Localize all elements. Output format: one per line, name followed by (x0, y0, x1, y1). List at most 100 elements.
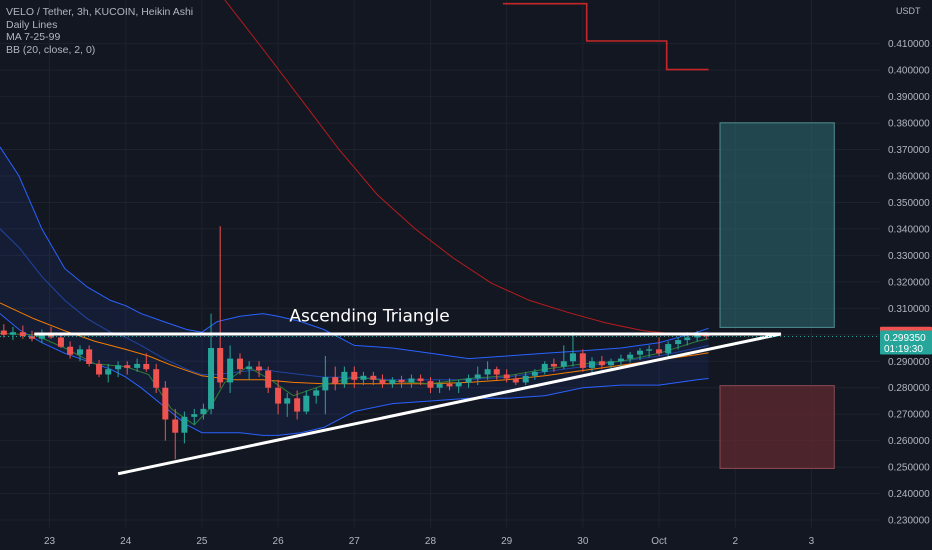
price-tick-label: 0.310000 (888, 304, 930, 315)
candle-body[interactable] (237, 358, 243, 370)
candle-body[interactable] (143, 363, 150, 370)
candle-body[interactable] (370, 375, 377, 380)
candle-body[interactable] (598, 361, 605, 366)
candle-body[interactable] (284, 398, 291, 404)
candle-body[interactable] (275, 387, 282, 404)
candle-body[interactable] (455, 382, 462, 387)
candle-body[interactable] (675, 340, 682, 345)
price-tag-last[interactable] (880, 330, 932, 355)
candle-body[interactable] (200, 408, 207, 415)
price-tick-label: 0.240000 (888, 489, 930, 500)
candle-body[interactable] (379, 379, 386, 384)
candle-body[interactable] (162, 387, 169, 420)
candle-body[interactable] (427, 381, 434, 388)
price-tick-label: 0.320000 (888, 277, 930, 288)
candle-body[interactable] (191, 414, 198, 417)
candle-body[interactable] (484, 369, 491, 375)
candle-body[interactable] (67, 346, 74, 355)
candle-body[interactable] (512, 378, 519, 383)
stop-zone-box[interactable] (719, 385, 835, 469)
daily-line (502, 2, 709, 71)
candle-body[interactable] (77, 349, 83, 355)
candle-body[interactable] (0, 330, 7, 335)
candle-body[interactable] (313, 390, 320, 396)
candle-body[interactable] (694, 334, 701, 338)
candle-body[interactable] (227, 358, 234, 383)
candle-body[interactable] (246, 366, 253, 370)
time-axis[interactable]: 23 24 25 26 27 28 29 30 Oct 2 3 (0, 528, 880, 550)
candle-body[interactable] (57, 337, 64, 347)
candle-body[interactable] (96, 363, 103, 375)
candle-body[interactable] (617, 358, 624, 362)
candle-body[interactable] (608, 361, 615, 366)
candle-body[interactable] (646, 349, 653, 351)
candle-body[interactable] (550, 363, 557, 367)
price-tick-label: 0.380000 (888, 119, 930, 130)
candle-body[interactable] (541, 363, 548, 372)
candle-body[interactable] (398, 379, 405, 383)
candle-body[interactable] (579, 353, 586, 368)
candle-body[interactable] (332, 377, 339, 384)
candle-body[interactable] (172, 419, 179, 433)
candle-body[interactable] (522, 375, 529, 383)
price-tick-label: 0.330000 (888, 251, 930, 262)
candle-body[interactable] (38, 333, 45, 339)
candle-body[interactable] (389, 379, 396, 384)
candle-body[interactable] (408, 378, 415, 383)
candle-body[interactable] (341, 371, 348, 384)
candle-body[interactable] (124, 365, 131, 368)
candle-body[interactable] (474, 374, 481, 379)
candle-body[interactable] (208, 348, 215, 409)
target-zone-box[interactable] (719, 122, 835, 328)
candle-body[interactable] (29, 336, 35, 339)
time-tick-label: 26 (273, 536, 285, 547)
candle-body[interactable] (656, 349, 663, 354)
candle-body[interactable] (465, 378, 472, 383)
candle-body[interactable] (115, 365, 122, 370)
candle-body[interactable] (153, 369, 160, 388)
price-tick-label: 0.410000 (888, 39, 930, 50)
candle-body[interactable] (589, 361, 595, 368)
price-tag-last-text: 0.299350 (884, 333, 926, 344)
candle-body[interactable] (105, 369, 112, 375)
candle-body[interactable] (637, 350, 643, 355)
candle-body[interactable] (303, 395, 310, 412)
indicator-daily-lines[interactable]: Daily Lines (6, 18, 58, 31)
indicator-ma[interactable]: MA 7-25-99 (6, 31, 61, 43)
candle-body[interactable] (9, 332, 16, 335)
candle-body[interactable] (134, 363, 141, 368)
candle-body[interactable] (627, 354, 634, 359)
candle-body[interactable] (86, 349, 93, 364)
candle-body[interactable] (19, 332, 26, 337)
price-axis[interactable]: 0.230000 0.240000 0.250000 0.260000 0.270000… (880, 0, 932, 550)
candle-body[interactable] (436, 383, 443, 388)
candle-body[interactable] (217, 348, 224, 383)
candle-body[interactable] (256, 366, 263, 371)
candles[interactable] (0, 226, 710, 460)
drawings[interactable] (0, 122, 880, 476)
candle-body[interactable] (503, 374, 510, 379)
candle-body[interactable] (360, 375, 367, 380)
candle-body[interactable] (181, 416, 188, 433)
candle-body[interactable] (493, 369, 500, 375)
candle-body[interactable] (265, 370, 272, 388)
candle-body[interactable] (665, 344, 672, 354)
currency-label[interactable]: USDT (896, 6, 921, 16)
support-trendline[interactable] (117, 332, 782, 476)
candle-body[interactable] (569, 353, 576, 362)
candle-body[interactable] (322, 377, 329, 391)
chart-title[interactable]: VELO / Tether, 3h, KUCOIN, Heikin Ashi (6, 6, 194, 18)
candle-body[interactable] (531, 371, 538, 376)
candle-body[interactable] (446, 383, 453, 387)
candle-body[interactable] (294, 398, 301, 412)
candle-body[interactable] (351, 371, 358, 380)
chart-legend: VELO / Tether, 3h, KUCOIN, Heikin Ashi D… (6, 6, 193, 56)
candle-body[interactable] (560, 361, 567, 367)
price-tick-label: 0.270000 (888, 410, 930, 421)
price-tick-label: 0.350000 (888, 198, 930, 209)
candle-body[interactable] (417, 378, 424, 382)
candle-body[interactable] (684, 337, 691, 341)
candle-body[interactable] (703, 334, 710, 337)
indicator-bb[interactable]: BB (20, close, 2, 0) (6, 43, 96, 56)
